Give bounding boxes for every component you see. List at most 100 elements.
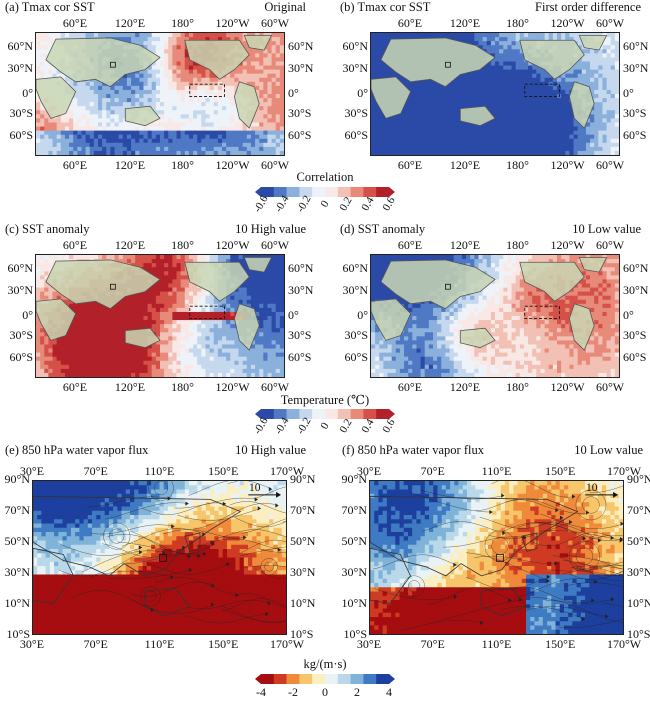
panel-f: (f) 850 hPa water vapor flux 10 Low value… [337,443,650,657]
x-tick-label: 120°W [550,17,586,30]
x-tick-label: 60°W [257,239,293,252]
colorbar-arrow-right [389,674,395,684]
y-tick-label-left: 0° [0,309,33,322]
y-tick-label-right: 30°S [623,329,646,342]
y-tick-label-right: 60°N [288,40,313,53]
y-tick-label-left: 30°N [333,566,367,579]
y-tick-label-left: 0° [0,87,33,100]
map-svg [371,255,619,377]
x-tick-label: 120°W [215,239,251,252]
x-tick-label: 120°E [447,381,483,394]
y-tick-label-right: 60°S [623,129,646,142]
vector-reference-label: 10 [586,482,598,494]
y-tick-label-right: 0° [288,87,299,100]
y-tick-label-right: 0° [288,309,299,322]
panel-title-text: (a) Tmax cor SST [5,0,95,15]
y-tick-label-right: 30°S [288,107,311,120]
y-tick-label-right: 0° [623,87,634,100]
y-tick-label-right: 50°N [627,535,650,548]
y-tick-label-right: 90°N [290,473,315,486]
colorbar-tick-label: -0.6 [251,192,271,215]
colorbar-swatch [325,674,338,684]
y-tick-label-right: 30°N [288,62,313,75]
y-tick-label-right: 50°N [290,535,315,548]
panel-subtitle: First order difference [535,0,641,15]
y-tick-label-left: 70°N [0,504,30,517]
colorbar-swatch [287,674,300,684]
map-svg [36,255,284,377]
y-tick-label-left: 70°N [333,504,367,517]
y-tick-label-right: 30°N [623,62,648,75]
x-tick-label: 120°E [447,17,483,30]
y-tick-label-left: 30°S [0,107,33,120]
map-plot [35,254,285,378]
x-tick-label: 60°W [592,239,628,252]
y-tick-label-right: 70°N [627,504,650,517]
panel-subtitle: Original [264,0,306,15]
y-tick-label-left: 50°N [333,535,367,548]
x-tick-label: 70°E [78,638,114,651]
x-tick-label: 70°E [415,638,451,651]
x-tick-label: 180° [500,159,536,172]
colorbar-tick-label: 4 [379,685,399,700]
y-tick-label-left: 60°S [0,351,33,364]
x-tick-label: 150°E [205,465,241,478]
y-tick-label-right: 90°N [627,473,650,486]
x-tick-label: 60°W [257,17,293,30]
map-svg [371,33,619,155]
y-tick-label-left: 50°N [0,535,30,548]
x-tick-label: 120°W [550,239,586,252]
y-tick-label-left: 30°N [0,566,30,579]
y-tick-label-right: 10°N [290,597,315,610]
panel-subtitle: 10 High value [235,222,306,237]
y-tick-label-left: 30°N [334,284,368,297]
x-tick-label: 60°E [392,17,428,30]
colorbar-title: Correlation [241,170,409,185]
colorbar-swatch [274,674,287,684]
y-tick-label-left: 10°N [333,597,367,610]
colorbar-swatch [351,674,364,684]
x-tick-label: 150°E [542,638,578,651]
panel-subtitle: 10 Low value [574,443,643,458]
map-svg [33,481,286,634]
panel-title-text: (d) SST anomaly [340,222,425,237]
vector-reference: 10 [249,482,261,494]
y-tick-label-right: 10°S [627,628,650,641]
x-tick-label: 120°E [447,159,483,172]
colorbar-title: Temperature (℃) [241,392,409,408]
x-tick-label: 120°E [112,159,148,172]
x-tick-label: 60°W [592,17,628,30]
y-tick-label-right: 60°N [288,262,313,275]
panel-title-text: (f) 850 hPa water vapor flux [342,443,484,458]
x-tick-label: 180° [165,239,201,252]
x-tick-label: 60°W [592,159,628,172]
x-tick-label: 60°E [57,17,93,30]
x-tick-label: 120°E [112,239,148,252]
y-tick-label-left: 0° [334,309,368,322]
map-plot [35,32,285,156]
y-tick-label-left: 30°S [334,329,368,342]
x-tick-label: 120°W [215,17,251,30]
colorbar-tick-label: -0.6 [251,414,271,437]
y-tick-label-right: 10°N [627,597,650,610]
colorbar-title: kg/(m·s) [241,657,409,672]
y-tick-label-right: 60°N [623,40,648,53]
x-tick-label: 110°E [142,465,178,478]
x-tick-label: 120°W [550,159,586,172]
vector-reference-label: 10 [249,482,261,494]
y-tick-label-left: 60°N [0,40,33,53]
x-tick-label: 120°E [447,239,483,252]
x-tick-label: 180° [500,239,536,252]
x-tick-label: 60°E [392,239,428,252]
y-tick-label-right: 30°S [623,107,646,120]
panel-subtitle: 10 High value [235,443,306,458]
y-tick-label-left: 0° [334,87,368,100]
